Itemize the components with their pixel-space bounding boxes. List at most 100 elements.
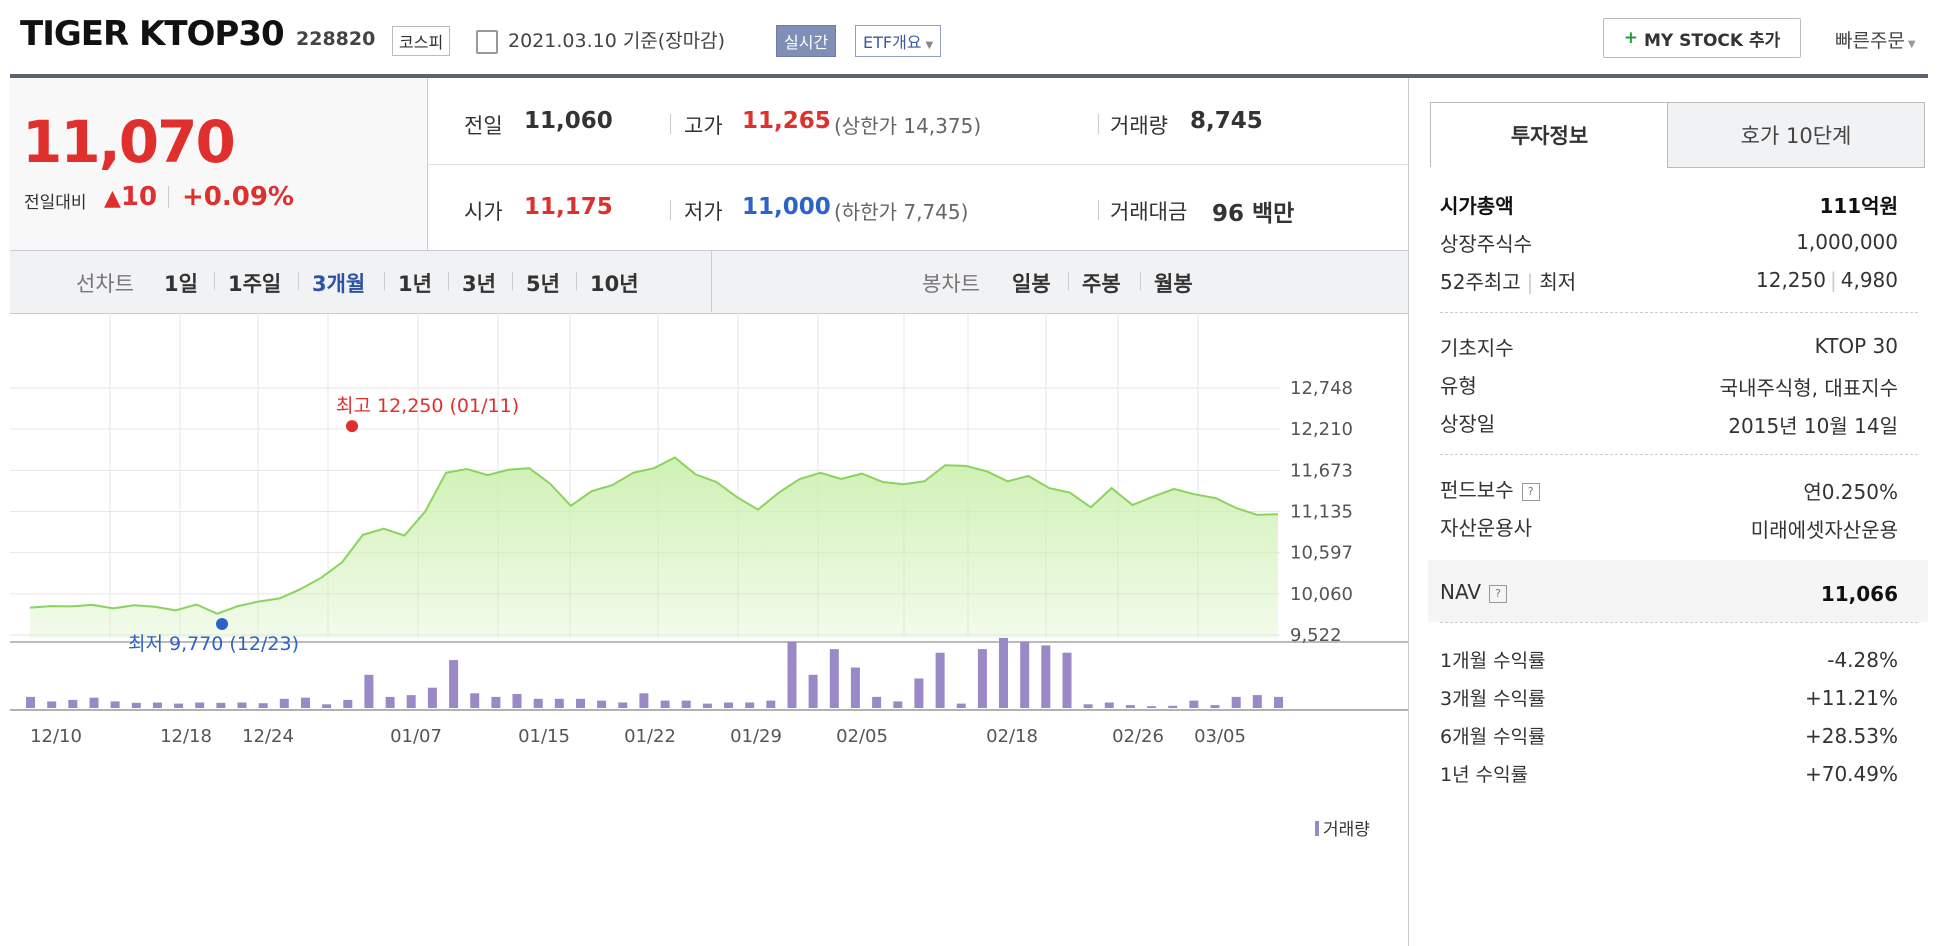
header-divider [10,74,1928,78]
open-label: 시가 [464,200,503,224]
volume-bar [512,694,522,708]
volume-bar [152,702,162,708]
volume-bar [1168,705,1178,708]
volume-bar [554,698,564,708]
volume-bar [977,649,987,708]
lower-limit: (하한가 7,745) [834,200,969,224]
candle-weekly[interactable]: 주봉 [1082,272,1121,296]
stock-code: 228820 [296,28,376,50]
volume-bar [533,698,543,708]
return-3m-label: 3개월 수익률 [1440,688,1546,710]
volume-bar [322,704,332,708]
y-axis-labels: 12,748 12,210 11,673 11,135 10,597 10,060 9,52… [1290,378,1353,646]
volume-bar [89,697,99,708]
base-date: 2021.03.10 기준(장마감) [508,30,726,52]
volume-bar [406,695,416,708]
x-tick-label: 12/24 [242,726,294,747]
period-5y[interactable]: 5년 [526,272,560,296]
volume-bar [174,703,184,708]
fee-value: 연0.250% [1803,480,1898,504]
volume-bar [1189,700,1199,708]
open-value: 11,175 [524,194,613,220]
volume-bar [385,696,395,708]
volume-bar [110,701,120,708]
price-line [29,456,1279,615]
divider [1440,454,1918,455]
volume-bar [491,696,501,708]
nav-row-label: NAV? [1440,580,1508,604]
volume-bar [1231,696,1241,708]
quick-order-dropdown[interactable]: 빠른주문 ▼ [1835,26,1916,53]
return-1y-label: 1년 수익률 [1440,764,1529,786]
add-my-stock-button[interactable]: + MY STOCK 추가 [1603,18,1801,58]
divider: | [1526,270,1534,294]
index-value: KTOP 30 [1814,334,1898,358]
divider [168,186,169,208]
volume-bar [639,693,649,708]
side-tabs: 투자정보 호가 10단계 [1430,102,1926,168]
index-label: 기초지수 [1440,336,1514,360]
fee-row-label: 펀드보수? [1440,474,1540,503]
tab-order-book[interactable]: 호가 10단계 [1667,102,1925,168]
price-chart[interactable]: 12,748 12,210 11,673 11,135 10,597 10,060 9,52… [10,312,1408,946]
volume-bar [956,703,966,708]
volume-bar [745,702,755,708]
period-3m[interactable]: 3개월 [312,272,366,296]
w52-label: 52주최고 | 최저 [1440,266,1576,295]
divider [1408,78,1409,946]
divider [1440,622,1918,623]
y-tick-label: 12,748 [1290,378,1353,399]
market-badge: 코스피 [392,26,451,56]
volume-bar [258,703,268,708]
manager-value: 미래에셋자산운용 [1750,518,1898,542]
volume-label: 거래량 [1110,114,1168,138]
volume-bar [766,700,776,708]
help-icon[interactable]: ? [1521,482,1540,501]
period-1w[interactable]: 1주일 [228,272,282,296]
x-tick-label: 02/05 [836,726,888,747]
candle-daily[interactable]: 일봉 [1012,272,1051,296]
w52-high-value: 12,250 [1756,268,1826,292]
y-tick-label: 12,210 [1290,419,1353,440]
market-cap-value: 111억원 [1819,194,1898,218]
etf-overview-dropdown[interactable]: ETF개요 ▼ [855,25,942,57]
volume-bar [449,660,459,708]
period-1d[interactable]: 1일 [164,272,198,296]
change-label: 전일대비 [24,193,87,213]
divider: | [1829,268,1837,292]
volume-bar [1125,705,1135,708]
volume-value: 8,745 [1190,108,1263,134]
volume-bar [1083,704,1093,708]
return-3m-value: +11.21% [1804,686,1898,710]
manager-label: 자산운용사 [1440,516,1532,540]
w52-low-value: 4,980 [1840,268,1898,292]
period-3y[interactable]: 3년 [462,272,496,296]
volume-bar [681,700,691,708]
upper-limit: (상한가 14,375) [834,114,982,138]
period-10y[interactable]: 10년 [590,272,639,296]
volume-bar [68,699,78,708]
etf-overview-label: ETF개요 [863,33,922,52]
volume-bar [1104,702,1114,708]
volume-bar [364,674,374,708]
volume-bar [660,700,670,708]
period-1y[interactable]: 1년 [398,272,432,296]
x-tick-label: 01/22 [624,726,676,747]
volume-bar [1210,705,1220,708]
x-axis-labels: 12/10 12/18 12/24 01/07 01/15 01/22 01/29 02/05… [30,726,1246,747]
help-icon[interactable]: ? [1489,584,1508,603]
shares-label: 상장주식수 [1440,232,1532,256]
nav-value: 11,066 [1820,582,1898,606]
candle-monthly[interactable]: 월봉 [1154,272,1193,296]
volume-bar [914,678,924,708]
divider [428,164,1408,165]
type-value: 국내주식형, 대표지수 [1719,376,1898,400]
divider [1140,272,1141,290]
volume-bar [787,641,797,708]
quick-order-label: 빠른주문 [1835,30,1905,52]
volume-legend-swatch [1315,821,1319,836]
realtime-button[interactable]: 실시간 [776,25,837,57]
volume-bar [427,687,437,708]
amount-value: 96 백만 [1212,201,1295,227]
tab-investment-info[interactable]: 투자정보 [1430,102,1669,167]
